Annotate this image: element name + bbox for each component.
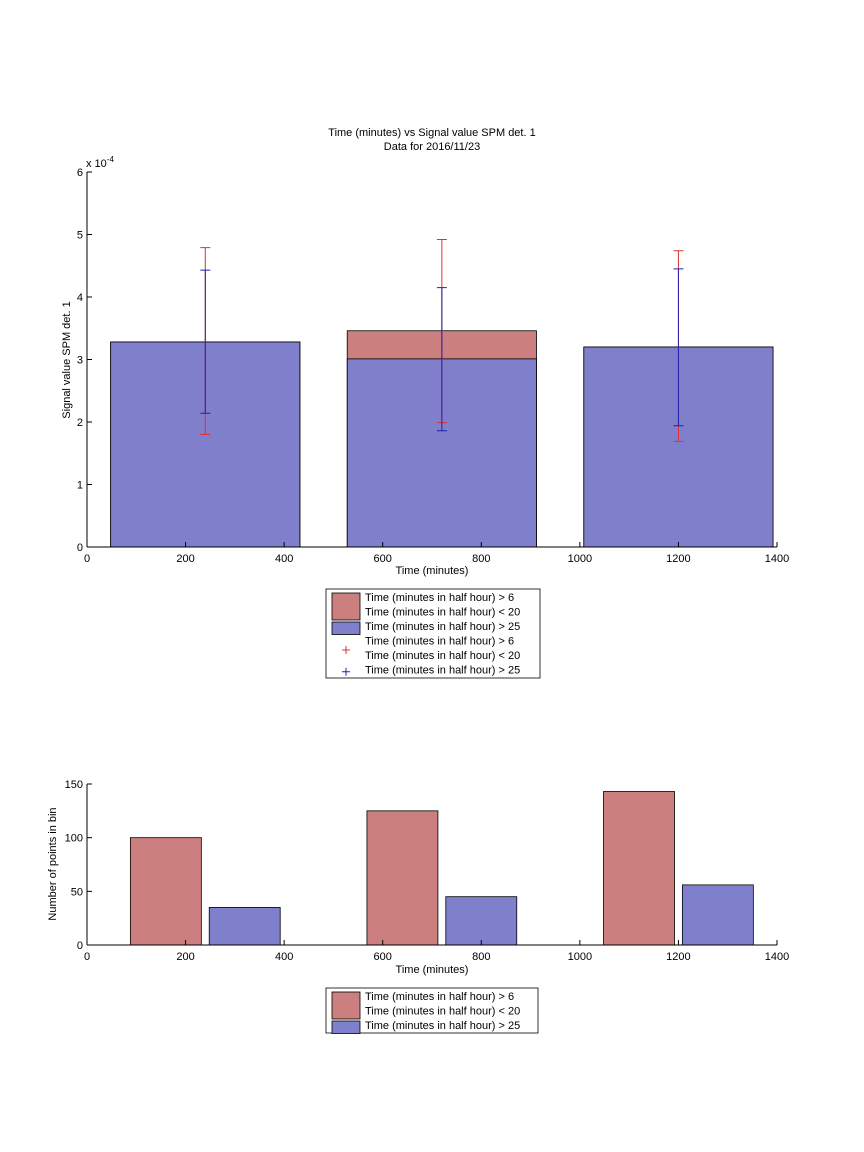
chart1-y-tick-label: 1	[77, 480, 83, 492]
chart1-x-tick-label: 1200	[666, 553, 690, 565]
chart1-legend-label: Time (minutes in half hour) < 20	[365, 650, 520, 662]
chart2-x-tick-label: 1000	[568, 951, 592, 963]
chart1-legend-label: Time (minutes in half hour) > 6	[365, 636, 514, 648]
chart1-x-axis-label: Time (minutes)	[396, 565, 469, 577]
chart1-y-multiplier: x 10-4	[86, 155, 114, 170]
chart2-x-tick-label: 200	[176, 951, 194, 963]
chart2-x-tick-label: 1400	[765, 951, 789, 963]
chart1-x-tick-label: 800	[472, 553, 490, 565]
chart2-x-axis-label: Time (minutes)	[396, 964, 469, 976]
chart2-y-tick-label: 100	[65, 833, 83, 845]
chart2-x-tick-label: 600	[374, 951, 392, 963]
chart1-x-tick-label: 400	[275, 553, 293, 565]
chart1-legend-label: Time (minutes in half hour) < 20	[365, 607, 520, 619]
chart1-x-tick-label: 0	[84, 553, 90, 565]
chart1-y-tick-label: 5	[77, 230, 83, 242]
chart1-x-tick-label: 600	[374, 553, 392, 565]
chart1-subtitle: Data for 2016/11/23	[384, 141, 480, 153]
chart1-x-tick-label: 1400	[765, 553, 789, 565]
chart1-x-tick-label: 200	[176, 553, 194, 565]
chart1-y-tick-label: 2	[77, 417, 83, 429]
chart2-x-tick-label: 400	[275, 951, 293, 963]
chart2-legend-label: Time (minutes in half hour) > 25	[365, 1020, 520, 1032]
chart1-y-tick-label: 6	[77, 167, 83, 179]
chart1-legend-box	[325, 588, 541, 679]
chart2-x-tick-label: 0	[84, 951, 90, 963]
chart2-x-tick-label: 1200	[666, 951, 690, 963]
chart2-y-tick-label: 150	[65, 779, 83, 791]
chart1-y-tick-label: 0	[77, 542, 83, 554]
chart2-legend: Time (minutes in half hour) > 6 Time (min…	[325, 987, 539, 1034]
chart2-legend-label: Time (minutes in half hour) < 20	[365, 1006, 520, 1018]
chart2-legend-swatch-0	[331, 991, 361, 1020]
chart1-title: Time (minutes) vs Signal value SPM det. …	[328, 127, 535, 139]
chart1-y-tick-label: 3	[77, 355, 83, 367]
chart1-legend: Time (minutes in half hour) > 6 Time (min…	[325, 588, 541, 679]
chart2-plot: 0 200 400 600 800 1000 1200 1400 0 50 100 150	[65, 779, 790, 963]
chart1-legend-swatch-1	[331, 621, 361, 635]
chart1-legend-label: Time (minutes in half hour) > 25	[365, 621, 520, 633]
chart1-plot: 0 200 400 600 800 1000 1200 1400 0 1 2 3 4 5 6	[77, 167, 789, 565]
chart2-bar-s1-0	[208, 907, 281, 946]
chart1-y-tick-label: 4	[77, 292, 83, 304]
chart2-bar-s0-2	[603, 791, 675, 946]
chart2-y-tick-label: 0	[77, 940, 83, 952]
chart1-x-tick-label: 1000	[568, 553, 592, 565]
chart1-legend-label: Time (minutes in half hour) > 6	[365, 592, 514, 604]
chart1-y-axis-label: Signal value SPM det. 1	[61, 301, 73, 418]
chart1-legend-swatch-0	[331, 592, 361, 621]
chart2-bar-s1-1	[445, 896, 518, 946]
chart2-bar-s0-1	[366, 810, 439, 946]
chart2-bar-s1-2	[681, 884, 754, 946]
chart2-bar-s0-0	[129, 837, 202, 946]
chart2-legend-box	[325, 987, 539, 1034]
chart2-y-tick-label: 50	[71, 886, 83, 898]
chart2-y-axis-label: Number of points in bin	[47, 807, 59, 920]
chart2-legend-swatch-1	[331, 1020, 361, 1034]
chart2-legend-label: Time (minutes in half hour) > 6	[365, 991, 514, 1003]
chart2-x-tick-label: 800	[472, 951, 490, 963]
chart1-legend-label: Time (minutes in half hour) > 25	[365, 665, 520, 677]
